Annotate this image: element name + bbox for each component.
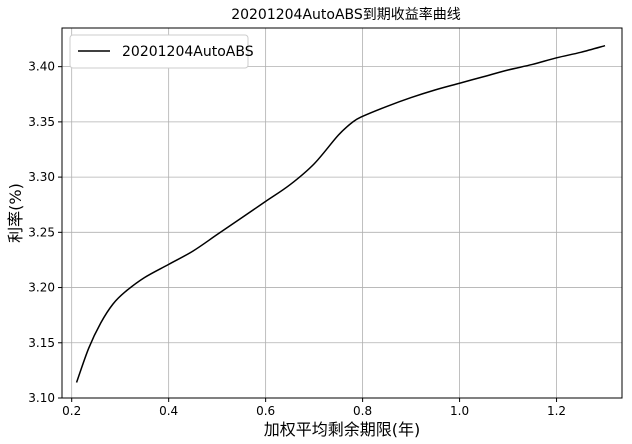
x-tick-label: 0.6 (256, 404, 275, 418)
grid (62, 28, 622, 399)
x-tick-label: 1.2 (547, 404, 566, 418)
y-tick-label: 3.35 (28, 115, 55, 129)
y-axis-ticks: 3.10 3.15 3.20 3.25 3.30 3.35 3.40 (28, 60, 62, 405)
x-axis-ticks: 0.2 0.4 0.6 0.8 1.0 1.2 (62, 398, 566, 418)
x-tick-label: 0.8 (353, 404, 372, 418)
series-line-0 (75, 44, 606, 383)
y-axis-label: 利率(%) (6, 183, 25, 243)
chart-title: 20201204AutoABS到期收益率曲线 (231, 6, 461, 23)
plot-frame (61, 27, 623, 399)
y-tick-label: 3.20 (28, 281, 55, 295)
x-axis-label: 加权平均剩余期限(年) (264, 420, 421, 439)
series-lines (75, 44, 606, 383)
y-tick-label: 3.10 (28, 391, 55, 405)
x-tick-label: 1.0 (450, 404, 469, 418)
legend-label: 20201204AutoABS (122, 44, 254, 60)
legend: 20201204AutoABS (69, 34, 254, 69)
y-tick-label: 3.25 (28, 225, 55, 239)
y-tick-label: 3.30 (28, 170, 55, 184)
legend-box (69, 34, 249, 69)
x-tick-label: 0.4 (159, 404, 178, 418)
y-tick-label: 3.40 (28, 60, 55, 74)
y-tick-label: 3.15 (28, 336, 55, 350)
x-tick-label: 0.2 (62, 404, 81, 418)
